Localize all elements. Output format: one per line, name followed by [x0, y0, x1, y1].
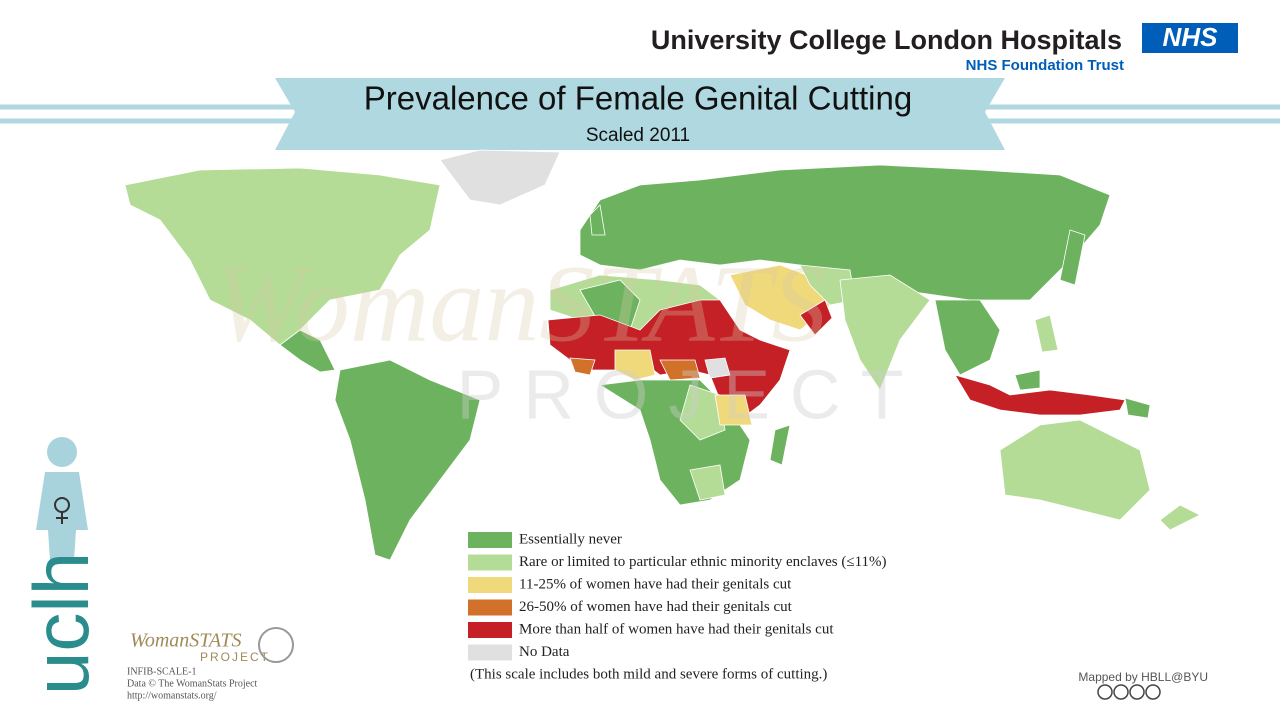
legend-label: Rare or limited to particular ethnic min…: [519, 554, 887, 570]
region: [569, 357, 596, 376]
legend-swatch: [468, 554, 512, 571]
legend-swatch: [468, 644, 512, 661]
region: [579, 164, 1111, 301]
region: [1059, 229, 1086, 286]
title-ribbon: [275, 78, 1005, 150]
world-map: [124, 149, 1201, 561]
region: [589, 204, 606, 236]
region: [1159, 504, 1201, 531]
legend-label: Essentially never: [519, 531, 622, 547]
region: [714, 394, 753, 426]
brand: uclh: [17, 552, 105, 695]
region: [769, 424, 791, 466]
globe-icon: [258, 627, 294, 663]
legend-label: No Data: [519, 644, 570, 660]
legend-label: More than half of women have had their g…: [519, 621, 834, 637]
region: [334, 359, 481, 561]
female-symbol: [54, 497, 70, 524]
region: [689, 464, 726, 501]
legend-swatch: [468, 622, 512, 638]
legend-swatch: [468, 532, 512, 548]
credit-code: INFIB-SCALE-1: [127, 666, 196, 677]
license-icons: [1097, 684, 1161, 700]
organization: University College London Hospitals: [651, 25, 1122, 55]
legend-swatch: [468, 599, 512, 616]
credit-data: Data © The WomanStats Project: [127, 678, 258, 689]
region: [799, 299, 833, 336]
region: [279, 329, 336, 373]
credit-url: http://womanstats.org/: [127, 690, 217, 701]
region: [839, 274, 931, 391]
title: Prevalence of Female Genital Cutting: [364, 80, 912, 117]
region: [679, 384, 726, 441]
credit-logo: WomanSTATS: [130, 630, 242, 652]
legend: Essentially never Rare or limited to part…: [468, 531, 887, 661]
region: [124, 167, 441, 346]
watermark-sub: PROJECT: [457, 355, 924, 433]
region: [954, 374, 1126, 416]
subtitle: Scaled 2011: [586, 125, 690, 146]
nhs-logo: NHS: [1163, 22, 1219, 52]
watermark: WomanSTATS: [213, 242, 826, 364]
legend-swatch: [468, 577, 512, 593]
region: [704, 357, 731, 379]
legend-label: 26-50% of women have had their genitals …: [519, 599, 793, 615]
region: [1014, 369, 1041, 391]
region: [934, 299, 1001, 376]
region: [1124, 397, 1151, 419]
region: [439, 149, 561, 206]
legend-label: 11-25% of women have had their genitals …: [519, 576, 792, 592]
credit-logo-sub: PROJECT: [200, 650, 270, 664]
mapped-by: Mapped by HBLL@BYU: [1078, 670, 1208, 684]
nhs-logo-box: [1142, 23, 1238, 53]
legend-note: (This scale includes both mild and sever…: [470, 666, 827, 682]
region: [999, 419, 1151, 521]
region: [1034, 314, 1059, 353]
region: [614, 349, 656, 381]
region: [659, 359, 701, 381]
trust: NHS Foundation Trust: [966, 57, 1124, 74]
